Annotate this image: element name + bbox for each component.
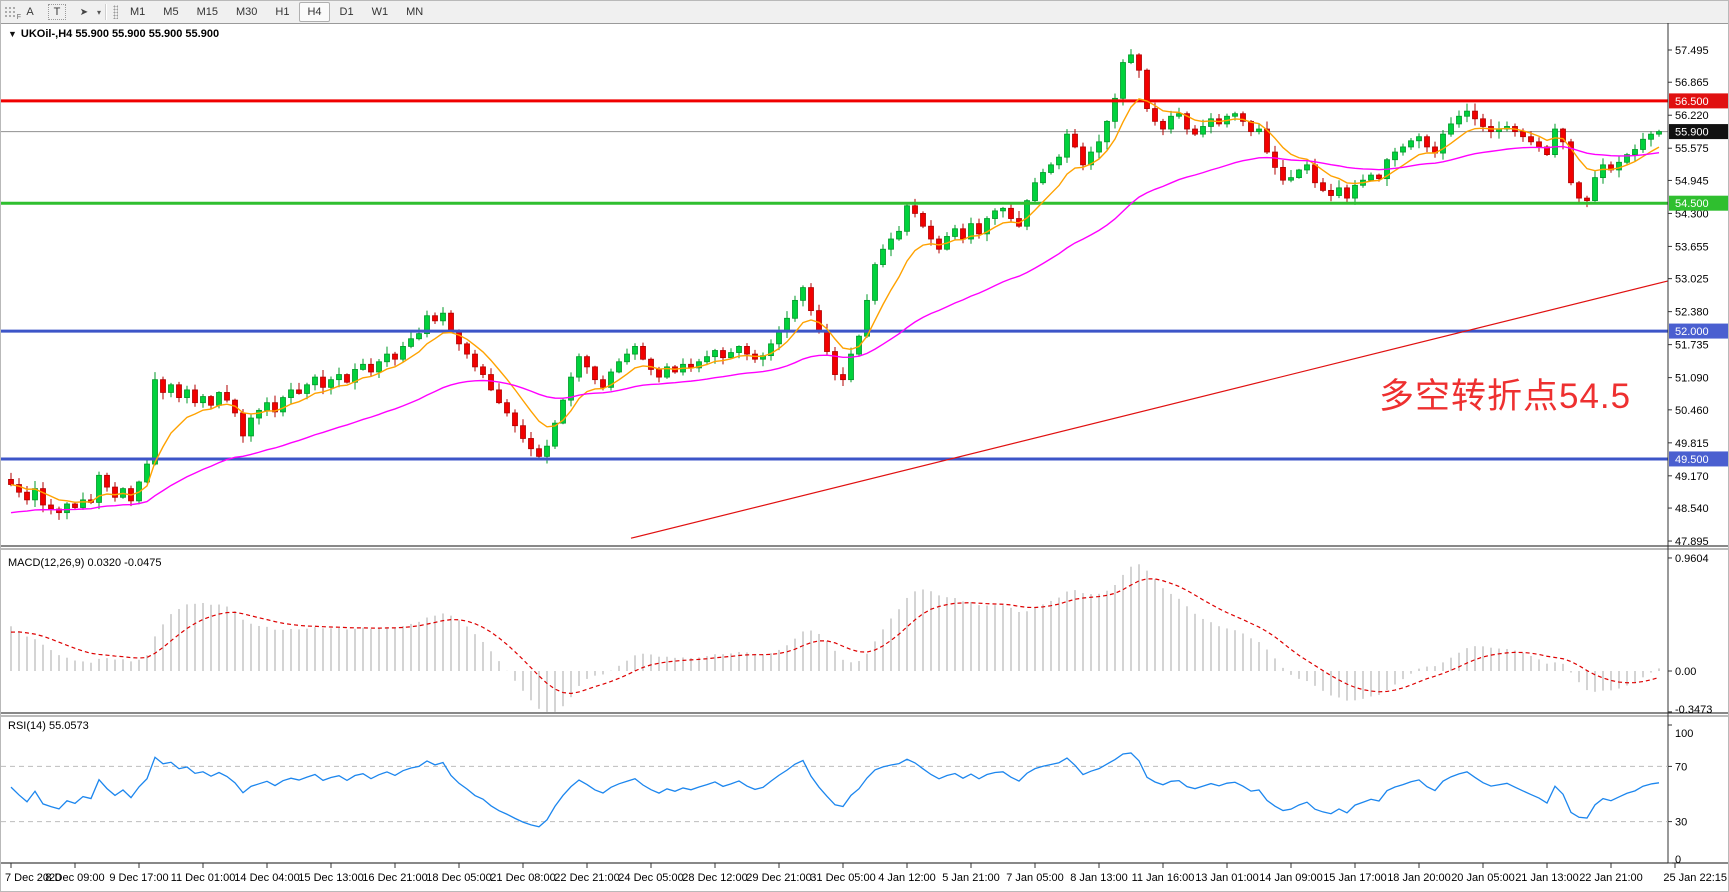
time-axis-label: 25 Jan 22:15 bbox=[1663, 872, 1727, 884]
time-axis-label: 7 Dec 2020 bbox=[5, 872, 61, 884]
toolbar: F A T ➤ ▾ M1 M5 M15 M30 H1 H4 D1 W1 MN bbox=[1, 1, 1728, 24]
svg-text:53.025: 53.025 bbox=[1675, 274, 1709, 286]
svg-text:51.090: 51.090 bbox=[1675, 373, 1709, 385]
symbol-dropdown-icon[interactable]: ▼ bbox=[8, 29, 17, 39]
time-axis-label: 14 Dec 04:00 bbox=[234, 872, 299, 884]
svg-text:52.380: 52.380 bbox=[1675, 307, 1709, 319]
timeframe-button-mn[interactable]: MN bbox=[406, 6, 424, 18]
price-badge: 56.500 bbox=[1669, 93, 1728, 109]
svg-text:70: 70 bbox=[1675, 761, 1687, 773]
time-axis-label: 7 Jan 05:00 bbox=[1006, 872, 1064, 884]
time-axis-label: 20 Jan 05:00 bbox=[1451, 872, 1515, 884]
svg-text:49.170: 49.170 bbox=[1675, 471, 1709, 483]
timeframe-button-m1[interactable]: M1 bbox=[130, 6, 146, 18]
svg-text:55.900: 55.900 bbox=[1675, 127, 1709, 139]
svg-text:51.735: 51.735 bbox=[1675, 340, 1709, 352]
timeframe-button-h4[interactable]: H4 bbox=[299, 2, 330, 22]
svg-text:47.895: 47.895 bbox=[1675, 536, 1709, 548]
time-axis-label: 24 Dec 05:00 bbox=[618, 872, 683, 884]
svg-text:54.500: 54.500 bbox=[1675, 198, 1709, 210]
text-style-icon[interactable]: A bbox=[26, 6, 34, 18]
time-axis-label: 16 Dec 21:00 bbox=[362, 872, 427, 884]
time-axis-label: 31 Dec 05:00 bbox=[810, 872, 875, 884]
svg-text:55.575: 55.575 bbox=[1675, 143, 1709, 155]
svg-text:-0.3473: -0.3473 bbox=[1675, 704, 1712, 716]
svg-text:54.300: 54.300 bbox=[1675, 208, 1709, 220]
rsi-panel: 100 70 30 0 bbox=[1, 724, 1693, 866]
rsi-indicator-label: RSI(14) 55.0573 bbox=[8, 720, 89, 732]
time-axis-label: 11 Jan 16:00 bbox=[1132, 872, 1195, 884]
svg-text:0.9604: 0.9604 bbox=[1675, 553, 1709, 565]
svg-text:57.495: 57.495 bbox=[1675, 45, 1709, 57]
time-axis-label: 22 Dec 21:00 bbox=[554, 872, 619, 884]
symbol-ohlc-line[interactable]: ▼ UKOil-,H4 55.900 55.900 55.900 55.900 bbox=[8, 28, 219, 40]
chinese-annotation-text: 多空转折点54.5 bbox=[1379, 377, 1632, 416]
time-axis-label: 18 Dec 05:00 bbox=[426, 872, 491, 884]
price-badge: 54.500 bbox=[1669, 195, 1728, 211]
timeframe-button-h1[interactable]: H1 bbox=[275, 6, 290, 18]
toolbar-grip-icon[interactable]: F bbox=[4, 6, 21, 21]
time-axis-label: 11 Dec 01:00 bbox=[171, 872, 236, 884]
price-badge: 49.500 bbox=[1669, 451, 1728, 467]
panel-borders bbox=[1, 23, 1728, 864]
timeframe-button-d1[interactable]: D1 bbox=[339, 6, 354, 18]
svg-text:0: 0 bbox=[1675, 854, 1681, 866]
horizontal-level-lines bbox=[1, 99, 1668, 461]
chart-canvas[interactable]: 57.495 56.865 56.220 55.575 54.945 54.300 53.6… bbox=[1, 23, 1729, 892]
moving-averages-layer bbox=[10, 98, 1660, 514]
price-axis: 57.495 56.865 56.220 55.575 54.945 54.300 53.6… bbox=[1668, 45, 1728, 548]
svg-text:49.500: 49.500 bbox=[1675, 454, 1709, 466]
objects-dropdown-caret-icon[interactable]: ▾ bbox=[97, 7, 102, 17]
svg-text:52.000: 52.000 bbox=[1675, 326, 1709, 338]
price-badge: 52.000 bbox=[1669, 323, 1728, 339]
red-trendline bbox=[630, 280, 1669, 539]
timeframe-button-m30[interactable]: M30 bbox=[235, 6, 258, 18]
time-axis-label: 14 Jan 09:00 bbox=[1259, 872, 1323, 884]
svg-text:0.00: 0.00 bbox=[1675, 666, 1696, 678]
price-badge: 55.900 bbox=[1669, 124, 1728, 140]
svg-text:48.540: 48.540 bbox=[1675, 503, 1709, 515]
time-axis-label: 21 Jan 13:00 bbox=[1515, 872, 1579, 884]
time-axis-label: 4 Jan 12:00 bbox=[878, 872, 936, 884]
svg-text:56.865: 56.865 bbox=[1675, 77, 1709, 89]
timeframe-button-w1[interactable]: W1 bbox=[371, 6, 389, 18]
svg-text:53.655: 53.655 bbox=[1675, 241, 1709, 253]
time-axis-label: 5 Jan 21:00 bbox=[942, 872, 1000, 884]
candles-layer bbox=[8, 49, 1662, 520]
time-axis-label: 8 Jan 13:00 bbox=[1070, 872, 1128, 884]
toolbar-grip-icon[interactable] bbox=[113, 5, 119, 19]
trendline-layer bbox=[630, 280, 1669, 539]
time-axis-label: 9 Dec 17:00 bbox=[109, 872, 168, 884]
time-axis-label: 18 Jan 20:00 bbox=[1387, 872, 1451, 884]
svg-text:49.815: 49.815 bbox=[1675, 438, 1709, 450]
macd-panel: 0.9604 0.00 -0.3473 bbox=[10, 553, 1712, 716]
objects-arrow-icon[interactable]: ➤ bbox=[79, 6, 89, 18]
time-axis-label: 13 Jan 01:00 bbox=[1195, 872, 1259, 884]
svg-text:56.220: 56.220 bbox=[1675, 110, 1709, 122]
time-axis-label: 15 Dec 13:00 bbox=[298, 872, 363, 884]
timeframe-button-m15[interactable]: M15 bbox=[196, 6, 218, 18]
time-axis-label: 15 Jan 17:00 bbox=[1323, 872, 1387, 884]
time-axis-label: 8 Dec 09:00 bbox=[45, 872, 104, 884]
text-label-icon[interactable]: T bbox=[48, 4, 66, 20]
svg-text:100: 100 bbox=[1675, 728, 1693, 740]
svg-text:30: 30 bbox=[1675, 817, 1687, 829]
macd-indicator-label: MACD(12,26,9) 0.0320 -0.0475 bbox=[8, 557, 162, 569]
svg-text:50.460: 50.460 bbox=[1675, 405, 1709, 417]
timeframe-button-m5[interactable]: M5 bbox=[163, 6, 179, 18]
toolbar-separator bbox=[105, 4, 107, 20]
time-axis-label: 22 Jan 21:00 bbox=[1579, 872, 1643, 884]
symbol-ohlc-text: UKOil-,H4 55.900 55.900 55.900 55.900 bbox=[20, 28, 220, 40]
time-axis-label: 21 Dec 08:00 bbox=[490, 872, 555, 884]
time-axis-label: 29 Dec 21:00 bbox=[746, 872, 811, 884]
time-axis-label: 28 Dec 12:00 bbox=[682, 872, 747, 884]
svg-text:54.945: 54.945 bbox=[1675, 175, 1709, 187]
svg-text:56.500: 56.500 bbox=[1675, 96, 1709, 108]
